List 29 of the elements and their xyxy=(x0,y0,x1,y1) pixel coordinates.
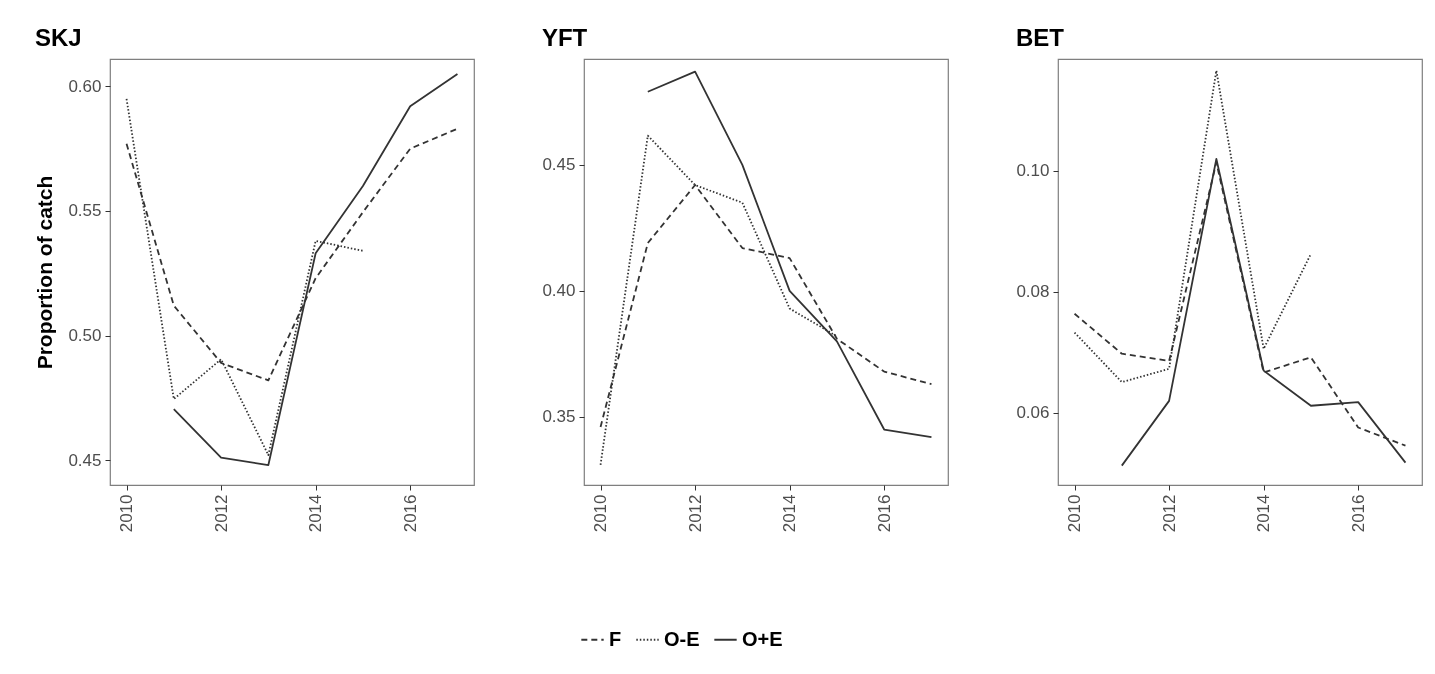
y-tick-label: 0.40 xyxy=(542,281,576,301)
legend-label: F xyxy=(609,627,622,650)
y-tick-label: 0.45 xyxy=(68,450,102,470)
y-tick-label: 0.06 xyxy=(1016,403,1050,423)
y-axis-title: Proportion of catch xyxy=(33,175,57,370)
y-tick-label: 0.45 xyxy=(542,155,576,175)
y-tick-label: 0.08 xyxy=(1016,282,1050,302)
chart-title: SKJ xyxy=(34,24,82,51)
chart-title: YFT xyxy=(541,24,588,51)
x-tick-label: 2010 xyxy=(1065,494,1085,533)
y-tick-label: 0.55 xyxy=(68,201,102,221)
x-tick-label: 2014 xyxy=(1254,494,1274,533)
legend-label: O+E xyxy=(742,627,783,650)
x-tick-label: 2012 xyxy=(211,494,231,533)
y-tick-label: 0.35 xyxy=(542,407,576,427)
y-tick-label: 0.60 xyxy=(68,76,102,96)
x-tick-label: 2012 xyxy=(685,494,705,533)
x-tick-label: 2016 xyxy=(874,494,894,533)
x-tick-label: 2016 xyxy=(400,494,420,533)
x-tick-label: 2014 xyxy=(780,494,800,533)
x-tick-label: 2016 xyxy=(1348,494,1368,533)
x-tick-label: 2012 xyxy=(1159,494,1179,533)
y-tick-label: 0.50 xyxy=(68,326,102,346)
x-tick-label: 2014 xyxy=(306,494,326,533)
x-tick-label: 2010 xyxy=(117,494,137,533)
legend-label: O-E xyxy=(664,627,700,650)
x-tick-label: 2010 xyxy=(591,494,611,533)
y-tick-label: 0.10 xyxy=(1016,161,1050,181)
chart-title: BET xyxy=(1015,24,1065,51)
